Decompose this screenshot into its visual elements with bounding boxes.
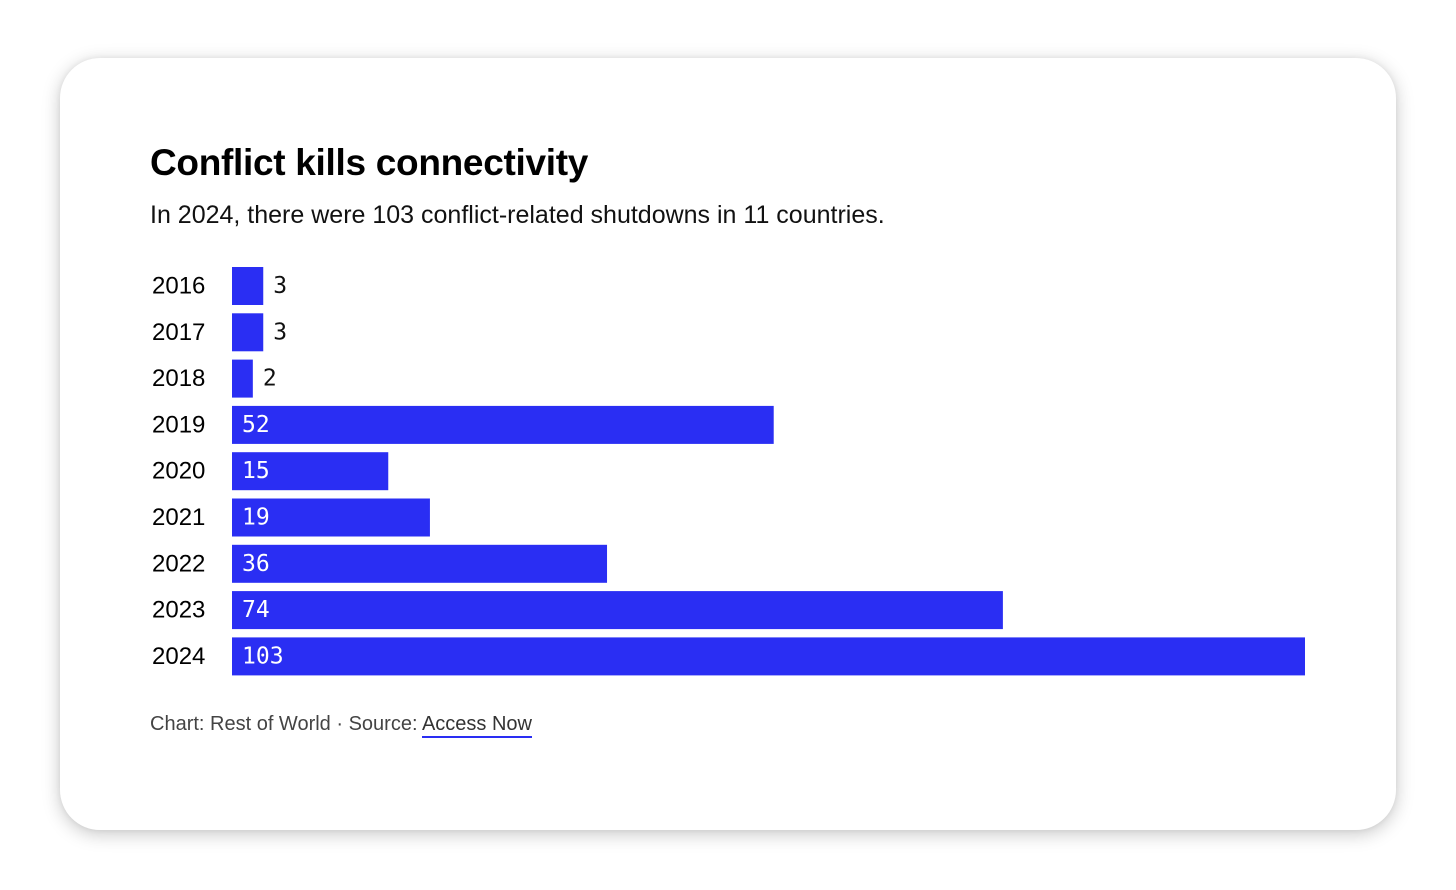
- value-label-2024: 103: [242, 643, 284, 669]
- value-label-2019: 52: [242, 412, 270, 438]
- bar-2023: [232, 591, 1003, 630]
- value-label-2023: 74: [242, 597, 270, 623]
- value-label-2021: 19: [242, 505, 270, 531]
- value-label-2022: 36: [242, 551, 270, 577]
- bar-2024: [232, 637, 1305, 676]
- value-label-2018: 2: [263, 366, 277, 392]
- category-label-2016: 2016: [152, 273, 205, 300]
- chart-card: [60, 58, 1396, 830]
- chart-footer: Chart: Rest of World · Source: Access No…: [150, 713, 532, 738]
- value-label-2017: 3: [273, 319, 287, 345]
- category-label-2019: 2019: [152, 411, 205, 438]
- category-label-2024: 2024: [152, 643, 205, 670]
- category-label-2021: 2021: [152, 504, 205, 531]
- category-label-2017: 2017: [152, 319, 205, 346]
- category-label-2022: 2022: [152, 550, 205, 577]
- bar-2022: [232, 544, 608, 583]
- bar-2017: [232, 313, 264, 352]
- footer-credit: Chart: Rest of World · Source:: [150, 713, 422, 735]
- value-label-2016: 3: [273, 273, 287, 299]
- bar-2019: [232, 405, 774, 444]
- source-link[interactable]: Access Now: [421, 713, 532, 738]
- bar-2016: [232, 267, 264, 305]
- value-label-2020: 15: [242, 458, 270, 484]
- bar-2021: [232, 498, 430, 537]
- category-label-2020: 2020: [152, 458, 205, 485]
- category-label-2023: 2023: [152, 597, 205, 624]
- bar-2018: [232, 359, 253, 398]
- chart-subtitle: In 2024, there were 103 conflict-related…: [150, 201, 885, 229]
- chart-title: Conflict kills connectivity: [150, 142, 589, 183]
- category-label-2018: 2018: [152, 365, 205, 392]
- bar-2020: [232, 452, 389, 491]
